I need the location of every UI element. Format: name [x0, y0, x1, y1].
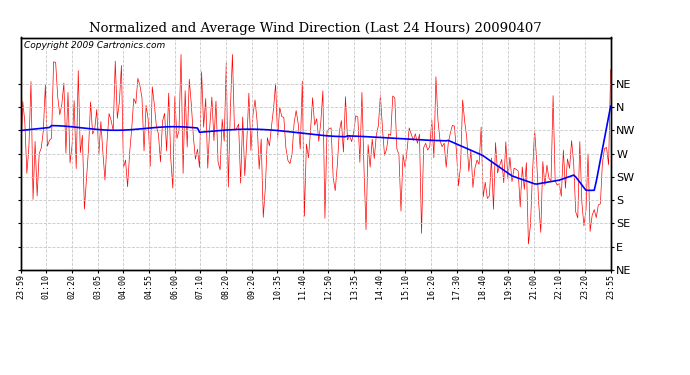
Text: Copyright 2009 Cartronics.com: Copyright 2009 Cartronics.com [23, 41, 165, 50]
Title: Normalized and Average Wind Direction (Last 24 Hours) 20090407: Normalized and Average Wind Direction (L… [89, 22, 542, 35]
